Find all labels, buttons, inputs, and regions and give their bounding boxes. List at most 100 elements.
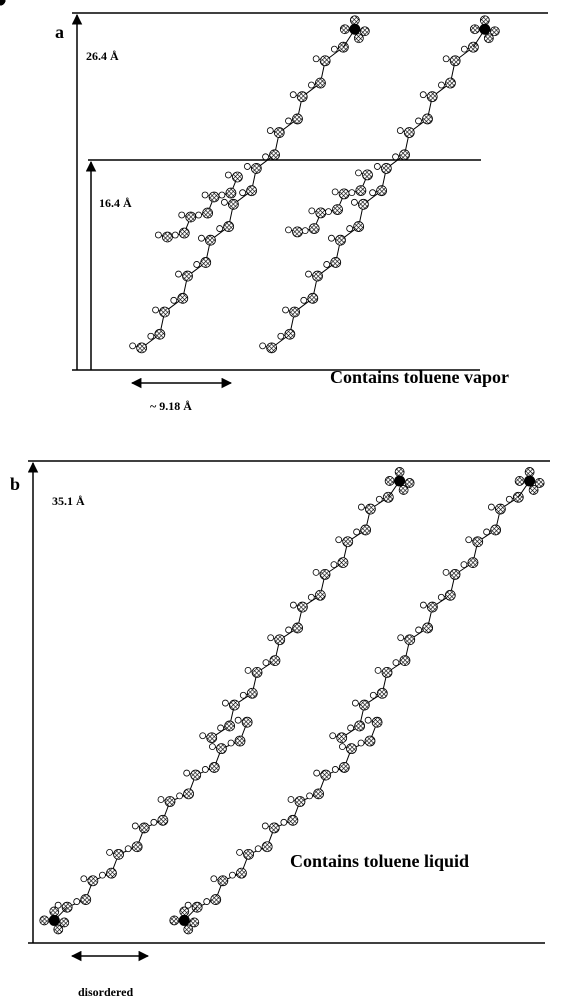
carbon [216,744,226,754]
hydrogen [397,128,403,134]
hydrogen [375,667,381,673]
hydrogen [198,235,204,241]
methyl [354,34,363,43]
carbon [339,189,349,199]
hydrogen [179,212,185,218]
hydrogen [484,529,490,535]
silicon [179,915,190,926]
carbon [137,343,147,353]
hydrogen [204,899,210,905]
hydrogen [328,235,334,241]
carbon [320,56,330,66]
carbon [381,163,391,173]
carbon [314,789,324,799]
hydrogen [358,740,364,746]
carbon [270,150,280,160]
hydrogen [132,823,138,829]
carbon [275,635,285,645]
hydrogen [221,199,227,205]
carbon [295,796,305,806]
carbon [236,868,246,878]
hydrogen [348,725,354,731]
hydrogen [285,118,291,124]
carbon [285,329,295,339]
carbon [361,525,371,535]
hydrogen [352,700,358,706]
hydrogen [194,261,200,267]
silicon [479,24,490,35]
panel-label: a [55,22,64,42]
hydrogen [331,562,337,568]
carbon [292,114,302,124]
height-label: 16.4 Å [99,196,132,210]
spacing-label: ~ 9.18 Å [150,399,192,413]
carbon [338,558,348,568]
carbon [162,232,172,242]
carbon [297,92,307,102]
hydrogen [184,770,190,776]
carbon [106,868,116,878]
carbon [226,188,236,198]
carbon [445,78,455,88]
carbon [218,876,228,886]
carbon [191,770,201,780]
carbon [491,525,501,535]
hydrogen [290,602,296,608]
hydrogen [324,261,330,267]
methyl [480,16,489,25]
carbon [365,504,375,514]
carbon [427,602,437,612]
methyl [484,34,493,43]
carbon [450,569,460,579]
hydrogen [153,307,159,313]
carbon [297,602,307,612]
carbon [343,537,353,547]
carbon [405,635,415,645]
silicon [349,24,360,35]
hydrogen [158,796,164,802]
methyl [180,907,189,916]
hydrogen [393,660,399,666]
hydrogen [202,192,208,198]
hydrogen [438,594,444,600]
hydrogen [125,846,131,852]
carbon [235,736,245,746]
carbon [201,257,211,267]
hydrogen [488,504,494,510]
hydrogen [354,529,360,535]
carbon [372,717,382,727]
silicon [394,475,405,486]
hydrogen [81,876,87,882]
hydrogen [438,82,444,88]
carbon [308,293,318,303]
carbon [404,128,414,138]
condition-note: Contains toluene vapor [330,367,509,387]
hydrogen [177,793,183,799]
methyl [525,467,534,476]
hydrogen [262,823,268,829]
carbon [445,590,455,600]
carbon [292,227,302,237]
hydrogen [332,766,338,772]
hydrogen [420,602,426,608]
carbon [427,92,437,102]
hydrogen [290,92,296,98]
methyl [340,25,349,34]
molecules [0,0,499,353]
hydrogen [196,212,202,218]
hydrogen [466,537,472,543]
carbon [423,623,433,633]
hydrogen [148,333,154,339]
panel-label: b [10,474,20,494]
hydrogen [285,227,291,233]
silicon [49,915,60,926]
hydrogen [308,594,314,600]
carbon [251,163,261,173]
carbon [356,186,366,196]
carbon [139,823,149,833]
hydrogen [171,297,177,303]
hydrogen [176,271,182,277]
carbon [203,208,213,218]
methyl [470,25,479,34]
hydrogen [130,343,136,349]
